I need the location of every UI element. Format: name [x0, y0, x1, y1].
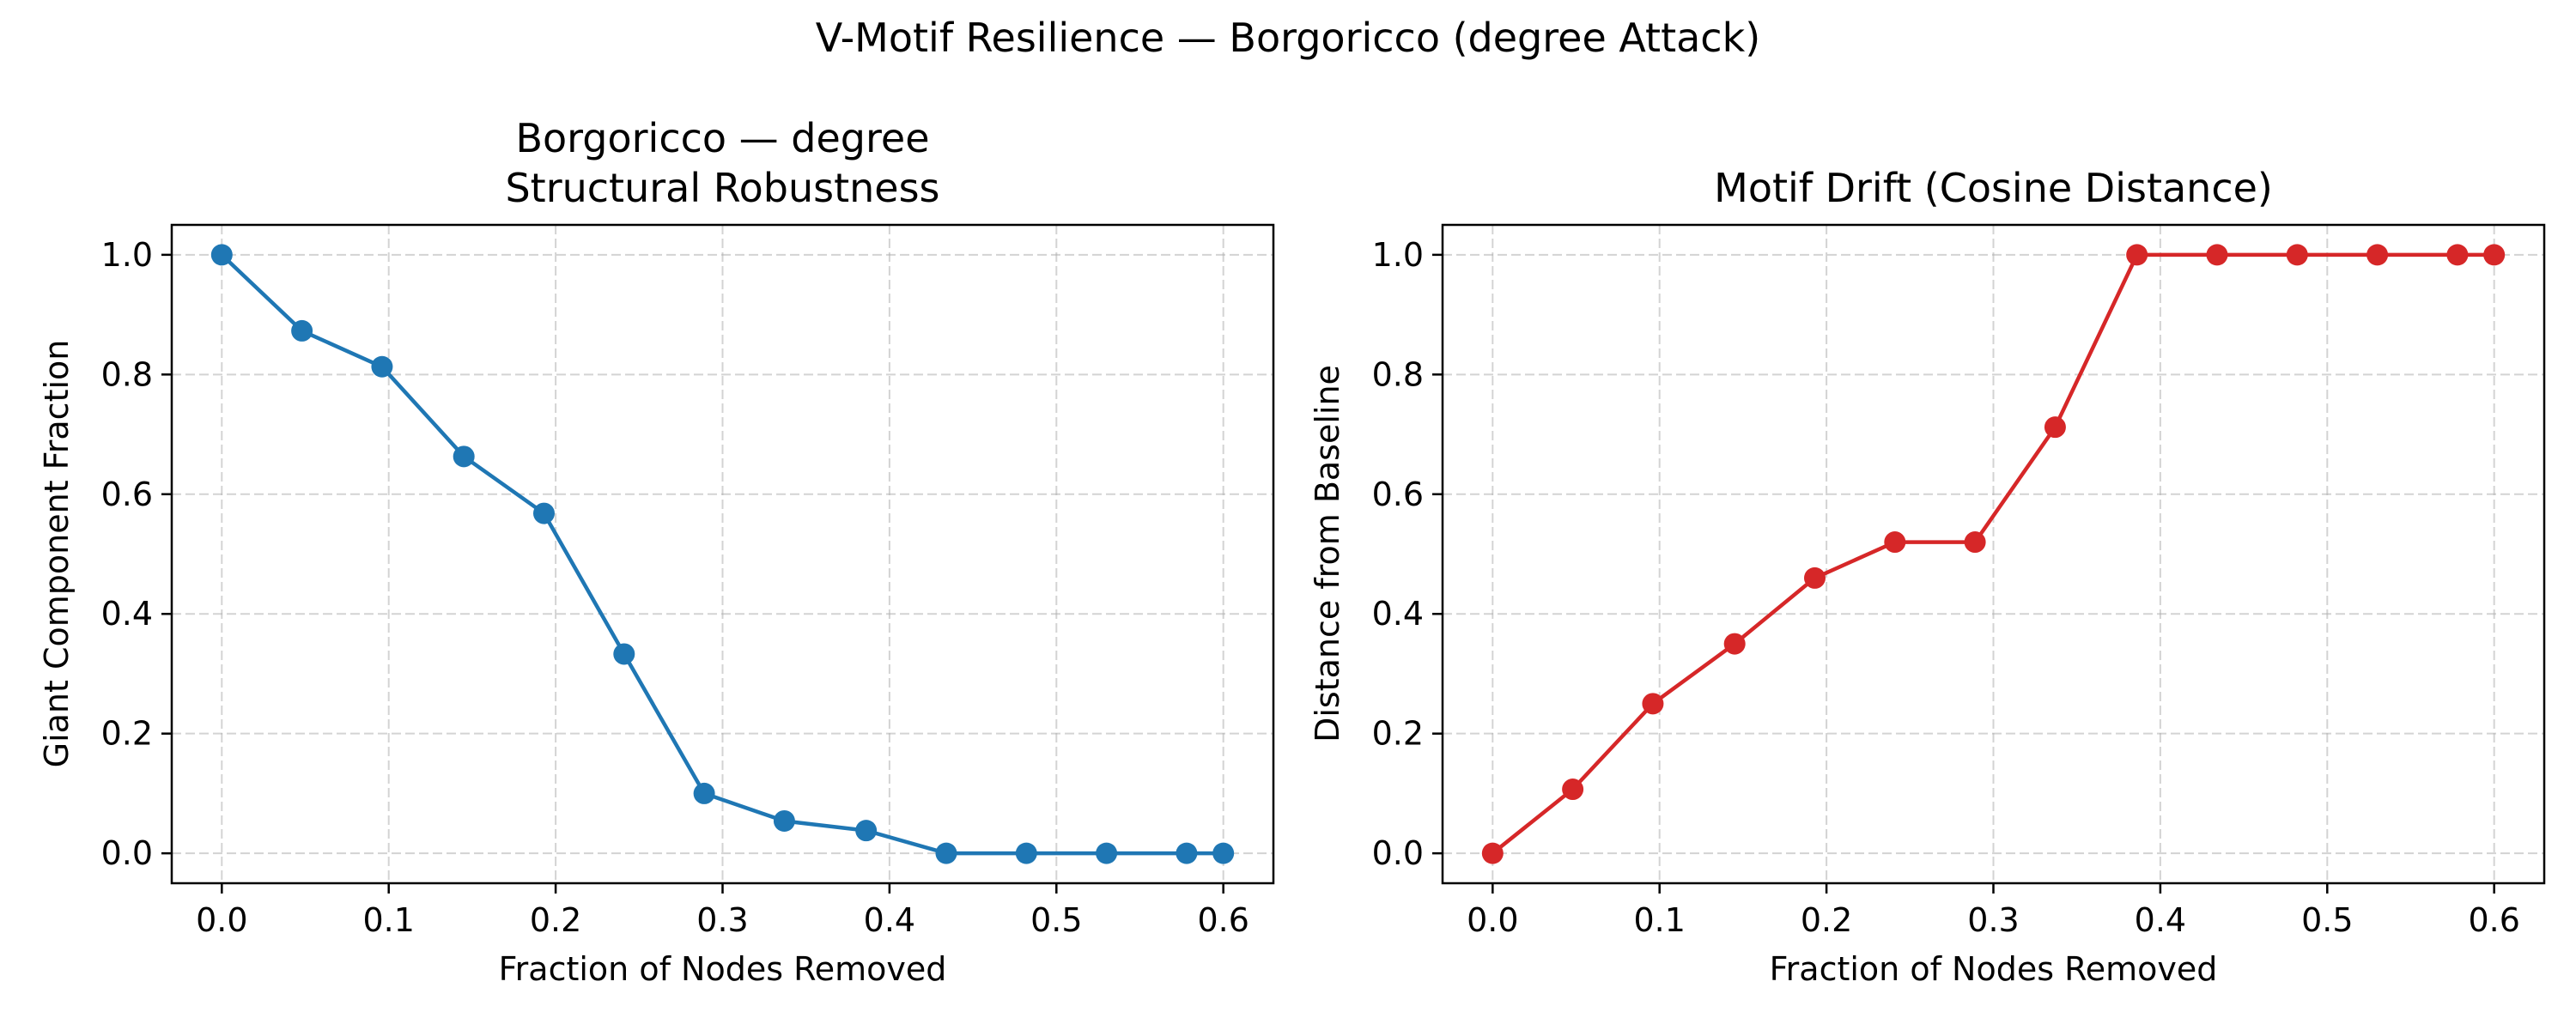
right-chart-x-tick-label: 0.2: [1801, 901, 1852, 939]
right-chart-data-point: [1562, 779, 1584, 801]
left-chart-x-tick-label: 0.2: [530, 901, 581, 939]
left-chart-y-tick-label: 1.0: [101, 236, 153, 274]
left-chart-y-tick-label: 0.0: [101, 834, 153, 872]
right-chart-data-point: [2446, 244, 2469, 266]
right-chart-data-point: [2126, 244, 2148, 266]
left-chart-data-point: [935, 842, 957, 864]
right-chart-y-tick-label: 0.0: [1372, 834, 1424, 872]
left-chart-x-tick-label: 0.4: [864, 901, 915, 939]
right-chart-x-tick-label: 0.4: [2135, 901, 2186, 939]
right-chart-y-tick-label: 1.0: [1372, 236, 1424, 274]
left-chart-title-line1: Borgoricco — degree: [515, 115, 930, 161]
right-chart-data-point: [2286, 244, 2308, 266]
left-chart-data-point: [693, 782, 715, 804]
left-chart-data-point: [532, 502, 555, 524]
left-chart-y-tick-label: 0.6: [101, 476, 153, 513]
left-chart-ylabel: Giant Component Fraction: [38, 339, 76, 768]
right-chart-y-tick-label: 0.6: [1372, 476, 1424, 513]
right-chart-data-point: [1884, 531, 1906, 554]
right-chart-ylabel: Distance from Baseline: [1309, 365, 1346, 742]
left-chart-y-tick-label: 0.2: [101, 715, 153, 753]
left-chart-data-point: [371, 355, 393, 378]
left-chart-group: 0.0 0.1 0.2 0.3 0.4 0.5 0.6 0.0 0.2 0.4 0.6 0.8 1.0: [101, 223, 1275, 939]
left-chart-data-point: [291, 319, 313, 342]
right-chart-data-point: [1964, 531, 1986, 554]
right-chart-y-tick-label: 0.4: [1372, 595, 1424, 633]
left-chart-x-tick-label: 0.6: [1197, 901, 1249, 939]
left-chart-x-tick-label: 0.5: [1030, 901, 1082, 939]
right-chart-data-point: [2483, 244, 2506, 266]
right-chart-y-tick-label: 0.2: [1372, 715, 1424, 753]
left-chart-y-tick-label: 0.8: [101, 355, 153, 393]
left-chart-data-point: [613, 643, 635, 665]
right-chart-x-tick-label: 0.6: [2468, 901, 2519, 939]
right-chart-group: 0.0 0.1 0.2 0.3 0.4 0.5 0.6 0.0 0.2 0.4 0.6 0.8 1.0: [1372, 223, 2546, 939]
left-chart-data-point: [210, 244, 233, 266]
left-chart-y-tick-label: 0.4: [101, 595, 153, 633]
right-chart-data-point: [2206, 244, 2228, 266]
right-chart-x-tick-label: 0.0: [1467, 901, 1518, 939]
right-chart-series-line: [1491, 252, 2494, 855]
right-chart-data-point: [2044, 416, 2066, 439]
left-chart-data-point: [1212, 842, 1235, 864]
right-chart-title: Motif Drift (Cosine Distance): [1714, 165, 2273, 211]
left-chart-series-line: [220, 253, 1224, 856]
right-chart-y-tick-label: 0.8: [1372, 355, 1424, 393]
left-chart-data-point: [1015, 842, 1037, 864]
left-chart-data-point: [1176, 842, 1198, 864]
left-chart-data-point: [1096, 842, 1118, 864]
right-chart-xlabel: Fraction of Nodes Removed: [1769, 950, 2218, 988]
right-chart-x-tick-label: 0.3: [1967, 901, 2019, 939]
left-chart-xlabel: Fraction of Nodes Removed: [498, 950, 947, 988]
left-chart-title-line2: Structural Robustness: [505, 165, 940, 211]
figure-suptitle: V-Motif Resilience — Borgoricco (degree …: [815, 15, 1761, 61]
right-chart-x-tick-label: 0.5: [2301, 901, 2353, 939]
right-chart-data-point: [2366, 244, 2389, 266]
left-chart-data-point: [855, 820, 878, 842]
left-chart-data-point: [773, 809, 795, 832]
left-chart-data-point: [453, 445, 475, 468]
right-chart-data-point: [1642, 693, 1664, 715]
left-chart-x-tick-label: 0.3: [696, 901, 748, 939]
right-chart-data-point: [1481, 842, 1504, 864]
right-chart-x-tick-label: 0.1: [1633, 901, 1685, 939]
left-chart-x-tick-label: 0.1: [362, 901, 414, 939]
right-chart-data-point: [1723, 633, 1746, 655]
left-chart-x-tick-label: 0.0: [196, 901, 247, 939]
right-chart-data-point: [1803, 566, 1826, 589]
